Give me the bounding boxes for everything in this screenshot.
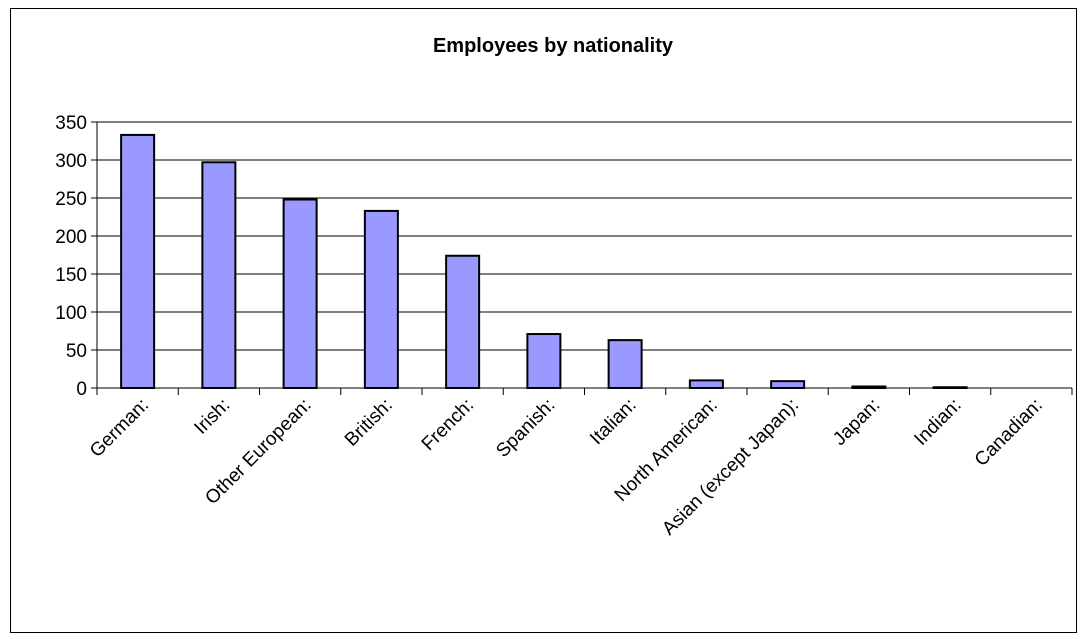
y-tick-labels: 0 50 100 150 200 250 300 350: [55, 113, 97, 400]
y-tick-label: 50: [66, 341, 87, 362]
y-tick-label: 0: [76, 379, 87, 400]
x-tick-label: Asian (except Japan):: [658, 395, 803, 540]
x-tick-label: Irish:: [190, 395, 234, 439]
x-tick-label: Indian:: [910, 395, 965, 450]
x-tick-label: Japan:: [829, 395, 884, 450]
y-tick-label: 300: [55, 151, 87, 172]
chart-title: Employees by nationality: [433, 35, 674, 57]
bar: [363, 209, 399, 389]
y-tick-label: 150: [55, 265, 87, 286]
bar: [526, 333, 562, 390]
bar: [770, 380, 806, 390]
y-tick-label: 350: [55, 113, 87, 134]
bar: [445, 254, 481, 389]
gridlines: [97, 121, 1072, 351]
x-tick-label: Spanish:: [492, 395, 559, 462]
axes: [96, 122, 1072, 389]
x-tick-label: Canadian:: [971, 395, 1047, 471]
chart-frame: [10, 8, 1077, 633]
x-tick-label: French:: [418, 395, 478, 455]
x-tick-label: Italian:: [586, 395, 640, 449]
x-tick-labels: German: Irish:Other European: British: Fren…: [86, 388, 1073, 540]
y-tick-label: 100: [55, 303, 87, 324]
bars: [120, 133, 968, 390]
bar: [688, 379, 724, 389]
bar: [201, 161, 237, 389]
bar: [282, 198, 318, 389]
bar: [120, 133, 156, 389]
x-tick-label: British:: [341, 395, 397, 451]
x-tick-label: German:: [86, 395, 153, 462]
bar: [607, 339, 643, 389]
y-tick-label: 200: [55, 227, 87, 248]
y-tick-label: 250: [55, 189, 87, 210]
